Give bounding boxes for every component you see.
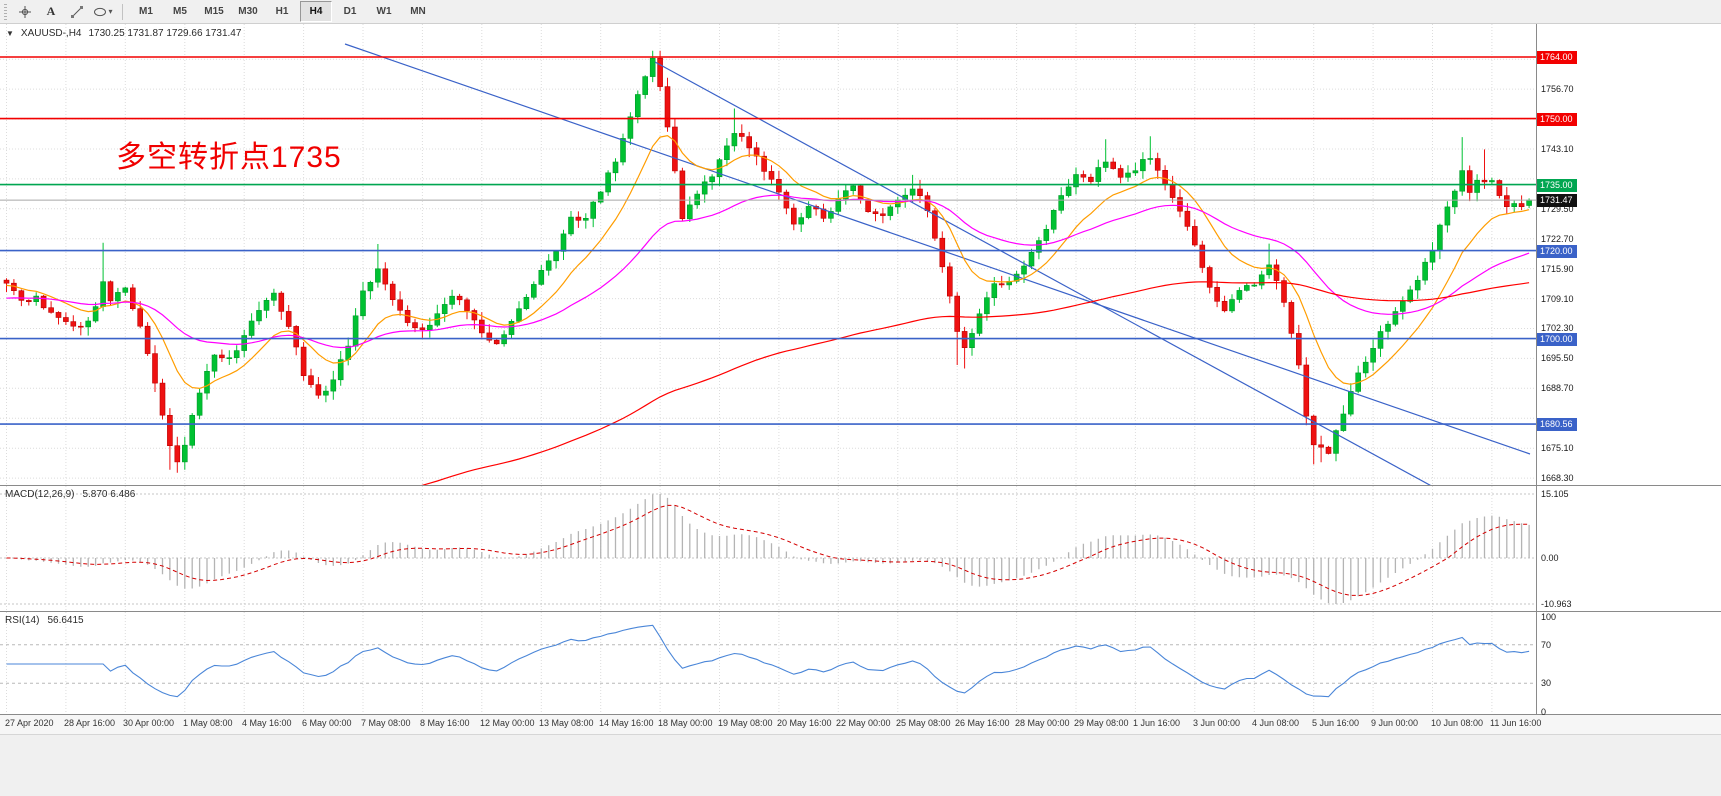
chart-annotation[interactable]: 多空转折点1735 <box>116 141 342 174</box>
rsi-scale-label: 100 <box>1541 612 1557 622</box>
rsi-plot[interactable] <box>0 612 1536 714</box>
time-axis-label: 26 May 16:00 <box>955 718 1010 728</box>
time-axis-label: 8 May 16:00 <box>420 718 470 728</box>
time-axis-label: 3 Jun 00:00 <box>1193 718 1241 728</box>
timeframe-button-M1[interactable]: M1 <box>130 1 162 22</box>
collapse-triangle-icon[interactable]: ▼ <box>6 29 14 38</box>
time-axis-label: 5 Jun 16:00 <box>1312 718 1360 728</box>
toolbar-separator <box>122 3 123 20</box>
bottom-filler <box>0 735 1721 796</box>
time-axis-label: 19 May 08:00 <box>718 718 773 728</box>
time-axis-label: 4 Jun 08:00 <box>1252 718 1300 728</box>
time-axis-label: 7 May 08:00 <box>361 718 411 728</box>
macd-pane[interactable]: 15.105 0.00 -10.963 MACD(12,26,9) 5.870 6.… <box>0 486 1721 612</box>
price-scale-label: 1715.90 <box>1541 263 1574 274</box>
time-axis-label: 18 May 00:00 <box>658 718 713 728</box>
trendline-tool-button[interactable] <box>64 1 90 23</box>
time-axis-label: 4 May 16:00 <box>242 718 292 728</box>
timeframe-button-D1[interactable]: D1 <box>334 1 366 22</box>
price-scale-label: 1756.70 <box>1541 84 1574 95</box>
price-level-badge: 1750.00 <box>1537 112 1577 126</box>
time-axis-label: 13 May 08:00 <box>539 718 594 728</box>
price-scale-label: 1668.30 <box>1541 473 1574 484</box>
timeframe-button-MN[interactable]: MN <box>402 1 434 22</box>
time-axis-label: 9 Jun 00:00 <box>1371 718 1419 728</box>
price-level-badge: 1720.00 <box>1537 244 1577 258</box>
price-level-badge: 1735.00 <box>1537 178 1577 192</box>
price-scale-label: 1729.50 <box>1541 203 1574 214</box>
text-tool-icon: A <box>46 4 56 18</box>
timeframe-toolbar: M1 M5 M15 M30 H1 H4 D1 W1 MN <box>129 1 435 22</box>
shapes-tool-button[interactable]: ▾ <box>90 1 116 23</box>
time-axis-label: 11 Jun 16:00 <box>1490 718 1542 728</box>
crosshair-tool-button[interactable] <box>12 1 38 23</box>
rsi-value: 56.6415 <box>47 615 84 626</box>
ohlc-values: 1730.25 1731.87 1729.66 1731.47 <box>88 28 242 39</box>
price-level-badge: 1700.00 <box>1537 332 1577 346</box>
top-toolbar: A ▾ M1 M5 M15 M30 H1 H4 D1 W1 MN <box>0 0 1721 24</box>
time-axis-label: 28 Apr 16:00 <box>64 718 116 728</box>
timeframe-button-W1[interactable]: W1 <box>368 1 400 22</box>
time-axis[interactable]: 27 Apr 2020 28 Apr 16:00 30 Apr 00:00 1 May… <box>0 715 1721 735</box>
chevron-down-icon: ▾ <box>108 7 113 16</box>
price-level-badge: 1680.56 <box>1537 418 1577 432</box>
rsi-scale-label: 30 <box>1541 678 1552 689</box>
symbol-period-label: XAUUSD-,H4 <box>20 28 82 39</box>
time-axis-label: 28 May 00:00 <box>1015 718 1070 728</box>
time-axis-label: 12 May 00:00 <box>480 718 535 728</box>
price-scale-label: 1722.70 <box>1541 233 1574 244</box>
time-axis-label: 20 May 16:00 <box>777 718 832 728</box>
timeframe-button-H4[interactable]: H4 <box>300 1 332 22</box>
price-scale-label: 1675.10 <box>1541 443 1574 454</box>
rsi-pane[interactable]: 100 70 30 0 RSI(14) 56.6415 <box>0 612 1721 717</box>
time-axis-label: 25 May 08:00 <box>896 718 951 728</box>
time-axis-label: 22 May 00:00 <box>836 718 891 728</box>
macd-scale[interactable]: 15.105 0.00 -10.963 <box>1536 486 1721 611</box>
rsi-label: RSI(14) <box>5 615 40 626</box>
macd-label: MACD(12,26,9) <box>5 489 75 500</box>
main-price-scale[interactable]: 1756.70 1743.10 1729.50 1722.70 1715.90 1709.… <box>1536 24 1721 485</box>
macd-scale-label: 15.105 <box>1541 489 1569 499</box>
time-axis-label: 14 May 16:00 <box>599 718 654 728</box>
time-axis-label: 29 May 08:00 <box>1074 718 1129 728</box>
timeframe-button-M5[interactable]: M5 <box>164 1 196 22</box>
main-chart-pane[interactable]: 1756.70 1743.10 1729.50 1722.70 1715.90 1709.… <box>0 24 1721 486</box>
time-axis-label: 27 Apr 2020 <box>5 718 54 728</box>
price-scale-label: 1688.70 <box>1541 383 1574 394</box>
time-axis-label: 1 Jun 16:00 <box>1133 718 1181 728</box>
text-tool-button[interactable]: A <box>38 1 64 23</box>
price-level-badge: 1731.47 <box>1537 194 1577 208</box>
time-axis-label: 6 May 00:00 <box>302 718 352 728</box>
price-scale-label: 1743.10 <box>1541 143 1574 154</box>
rsi-scale-label: 0 <box>1541 707 1547 717</box>
timeframe-button-M15[interactable]: M15 <box>198 1 230 22</box>
chart-ohlc-header: ▼ XAUUSD-,H4 1730.25 1731.87 1729.66 173… <box>6 28 241 39</box>
price-scale-label: 1709.10 <box>1541 293 1574 304</box>
price-scale-label: 1695.50 <box>1541 353 1574 364</box>
crosshair-icon <box>19 5 31 18</box>
price-scale-label: 1702.30 <box>1541 323 1574 334</box>
macd-header: MACD(12,26,9) 5.870 6.486 <box>5 489 135 500</box>
time-axis-label: 1 May 08:00 <box>183 718 233 728</box>
macd-values: 5.870 6.486 <box>82 489 136 500</box>
price-level-badge: 1764.00 <box>1537 51 1577 64</box>
shapes-icon <box>94 7 107 16</box>
time-axis-label: 10 Jun 08:00 <box>1431 718 1484 728</box>
toolbar-grip[interactable] <box>4 3 7 20</box>
rsi-scale[interactable]: 100 70 30 0 <box>1536 612 1721 717</box>
timeframe-button-H1[interactable]: H1 <box>266 1 298 22</box>
rsi-header: RSI(14) 56.6415 <box>5 615 84 626</box>
time-axis-label: 30 Apr 00:00 <box>123 718 175 728</box>
timeframe-button-M30[interactable]: M30 <box>232 1 264 22</box>
main-plot[interactable] <box>0 24 1536 485</box>
trendline-icon <box>71 5 83 18</box>
macd-scale-label: 0.00 <box>1541 553 1559 563</box>
macd-plot[interactable] <box>0 486 1536 611</box>
rsi-scale-label: 70 <box>1541 639 1552 650</box>
macd-scale-label: -10.963 <box>1541 599 1572 609</box>
